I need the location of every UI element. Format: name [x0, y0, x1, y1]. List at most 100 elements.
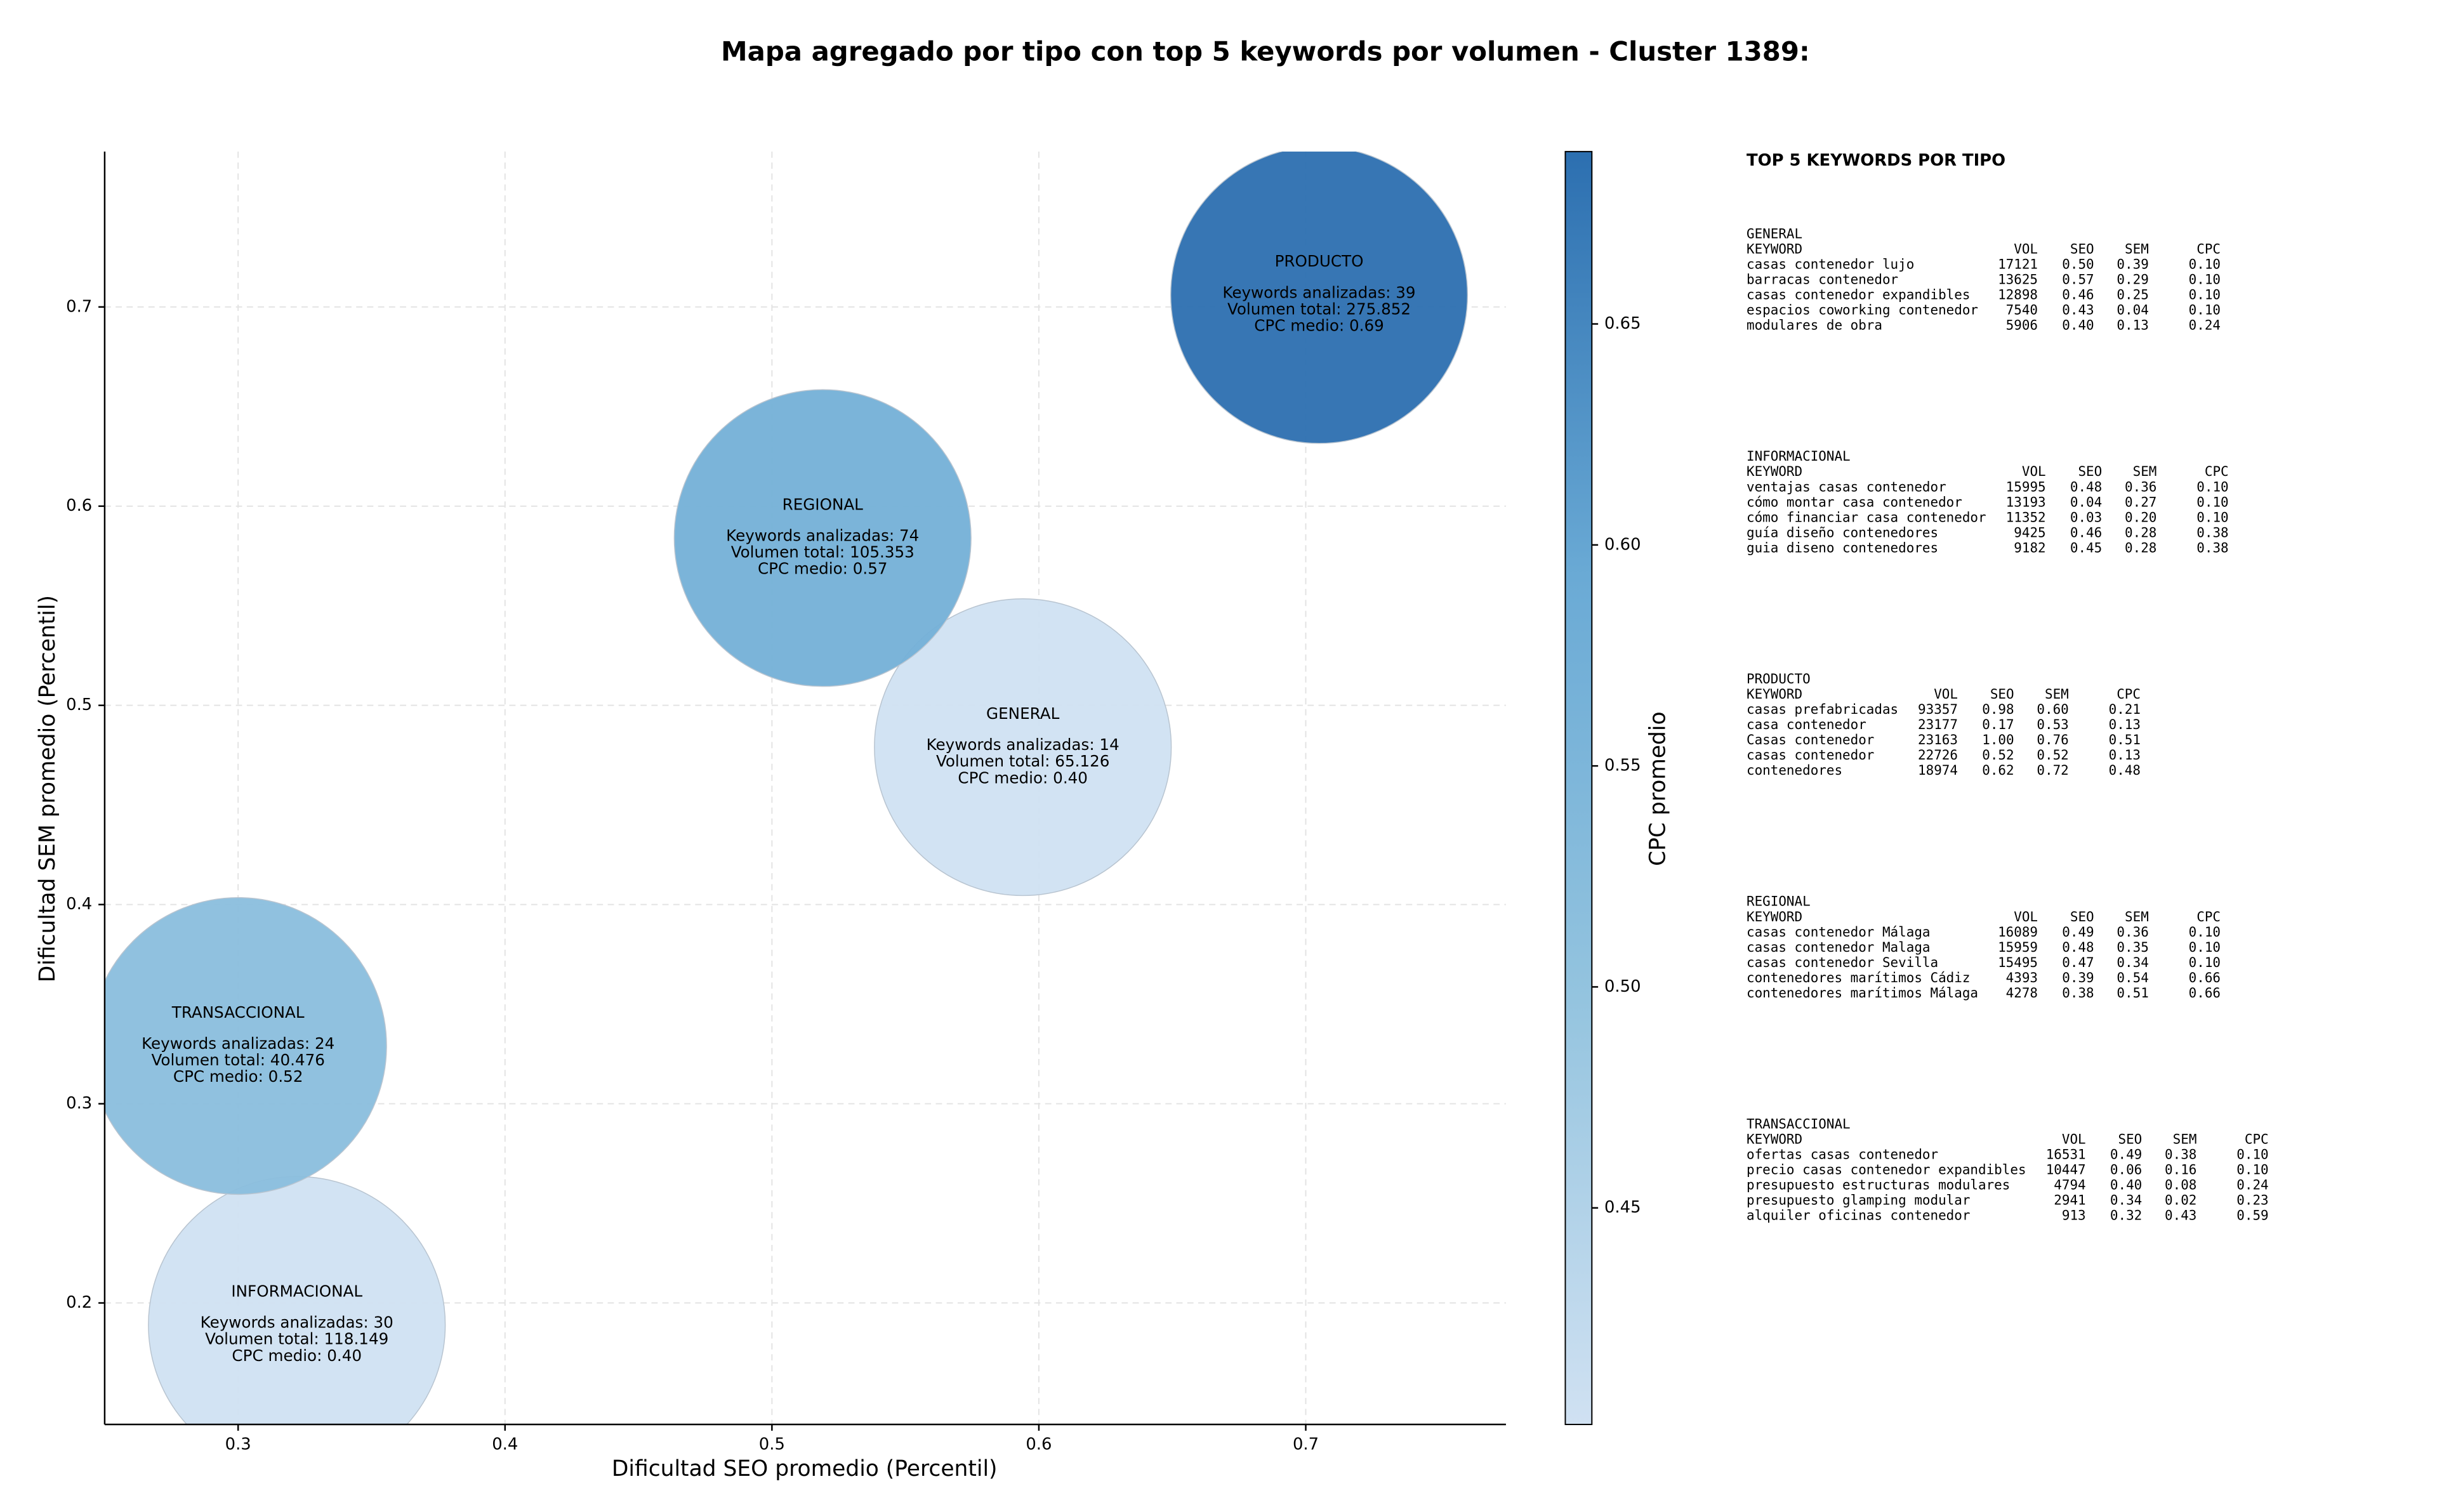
colorbar-tick-label: 0.65: [1604, 314, 1641, 333]
table-cell: 0.59: [2236, 1208, 2268, 1223]
bubble: [874, 598, 1172, 897]
table-cell: 0.10: [2196, 494, 2228, 509]
column-header: SEM: [2173, 1132, 2197, 1147]
table-cell: 0.50: [2062, 257, 2094, 272]
table-cell: ventajas casas contenedor: [1747, 479, 1946, 494]
table-cell: 0.62: [1982, 763, 2014, 778]
chart-title: Mapa agregado por tipo con top 5 keyword…: [721, 36, 1810, 67]
table-cell: 0.32: [2110, 1208, 2142, 1223]
table-cell: 5906: [2006, 318, 2038, 333]
table-cell: 23163: [1918, 732, 1958, 747]
table-cell: 0.48: [2062, 940, 2094, 955]
table-cell: ofertas casas contenedor: [1747, 1147, 1938, 1162]
bubble-name: REGIONAL: [783, 495, 864, 513]
table-cell: 0.10: [2189, 257, 2221, 272]
column-header: VOL: [2062, 1132, 2086, 1147]
table-cell: 16531: [2046, 1147, 2086, 1162]
x-tick-label: 0.4: [492, 1435, 518, 1454]
table-cell: 0.36: [2117, 924, 2148, 940]
table-cell: casas contenedor: [1747, 747, 1874, 763]
bubble-annotation: Volumen total: 275.852: [1227, 300, 1411, 319]
column-header: SEO: [2078, 464, 2102, 479]
table-cell: contenedores: [1747, 763, 1842, 778]
table-cell: casas contenedor Malaga: [1747, 940, 1931, 955]
column-header: CPC: [2196, 241, 2221, 256]
table-cell: 0.38: [2196, 540, 2228, 555]
table-cell: Casas contenedor: [1747, 732, 1874, 747]
table-cell: 0.20: [2125, 509, 2156, 525]
table-cell: 0.52: [1982, 747, 2014, 763]
bubble-annotation: CPC medio: 0.40: [958, 768, 1088, 787]
table-cell: 0.16: [2165, 1162, 2196, 1178]
column-header: SEO: [2070, 241, 2094, 256]
table-cell: 9182: [2014, 540, 2045, 555]
table-cell: 18974: [1918, 763, 1958, 778]
table-cell: 0.46: [2062, 287, 2094, 303]
y-tick-label: 0.3: [66, 1094, 92, 1113]
colorbar: [1564, 150, 1593, 1426]
table-cell: 0.98: [1982, 702, 2014, 717]
column-header: CPC: [2205, 464, 2229, 479]
table-cell: 0.76: [2037, 732, 2068, 747]
column-header: SEM: [2133, 464, 2157, 479]
table-cell: 0.06: [2110, 1162, 2142, 1178]
y-tick-label: 0.2: [66, 1293, 92, 1312]
colorbar-tick-label: 0.50: [1604, 977, 1641, 996]
table-cell: 13193: [2006, 494, 2046, 509]
table-cell: modulares de obra: [1747, 318, 1882, 333]
x-tick-label: 0.6: [1026, 1435, 1052, 1454]
bubble-annotation: Keywords analizadas: 24: [142, 1034, 334, 1053]
table-cell: contenedores marítimos Cádiz: [1747, 970, 1970, 985]
table-cell: 0.08: [2165, 1178, 2196, 1193]
bubble-annotation: Volumen total: 65.126: [936, 752, 1109, 770]
y-tick-label: 0.5: [66, 695, 92, 714]
table-cell: 0.43: [2062, 303, 2094, 318]
table-cell: 0.51: [2109, 732, 2141, 747]
column-header: KEYWORD: [1747, 687, 1802, 702]
table-cell: 0.02: [2165, 1193, 2196, 1208]
table-cell: 9425: [2014, 525, 2045, 540]
bubble-name: GENERAL: [986, 704, 1060, 723]
group-name: TRANSACCIONAL: [1747, 1116, 1851, 1131]
table-cell: casas contenedor Málaga: [1747, 924, 1931, 940]
table-cell: 0.21: [2109, 702, 2141, 717]
table-cell: 13625: [1998, 272, 2038, 287]
table-cell: 22726: [1918, 747, 1958, 763]
table-cell: 0.04: [2117, 303, 2148, 318]
table-cell: 10447: [2046, 1162, 2086, 1178]
column-header: VOL: [1934, 687, 1958, 702]
table-cell: 15995: [2006, 479, 2046, 494]
table-cell: 11352: [2006, 509, 2046, 525]
table-cell: guía diseño contenedores: [1747, 525, 1938, 540]
table-cell: 0.53: [2037, 717, 2068, 732]
column-header: CPC: [2245, 1132, 2269, 1147]
table-cell: 0.10: [2236, 1147, 2268, 1162]
table-cell: 0.38: [2165, 1147, 2196, 1162]
table-cell: 4393: [2006, 970, 2038, 985]
table-cell: 913: [2062, 1208, 2086, 1223]
table-cell: 12898: [1998, 287, 2038, 303]
table-cell: 0.10: [2196, 509, 2228, 525]
panel-title: TOP 5 KEYWORDS POR TIPO: [1747, 151, 2005, 170]
table-cell: 0.45: [2070, 540, 2102, 555]
group-name: REGIONAL: [1747, 894, 1811, 909]
table-cell: 7540: [2006, 303, 2038, 318]
table-cell: 0.39: [2117, 257, 2148, 272]
table-cell: casas contenedor expandibles: [1747, 287, 1970, 303]
column-header: KEYWORD: [1747, 464, 1802, 479]
table-cell: 0.10: [2189, 272, 2221, 287]
table-cell: 0.57: [2062, 272, 2094, 287]
colorbar-label: CPC promedio: [1646, 711, 1671, 865]
table-cell: 0.25: [2117, 287, 2148, 303]
x-axis-label: Dificultad SEO promedio (Percentil): [612, 1456, 998, 1482]
table-cell: 0.38: [2196, 525, 2228, 540]
table-cell: 0.10: [2189, 303, 2221, 318]
column-header: SEM: [2125, 241, 2149, 256]
column-header: KEYWORD: [1747, 909, 1802, 924]
bubble-annotation: CPC medio: 0.57: [758, 560, 888, 578]
table-cell: 0.54: [2117, 970, 2148, 985]
table-cell: cómo financiar casa contenedor: [1747, 509, 1986, 525]
table-cell: 0.36: [2125, 479, 2156, 494]
table-cell: 0.66: [2189, 970, 2221, 985]
